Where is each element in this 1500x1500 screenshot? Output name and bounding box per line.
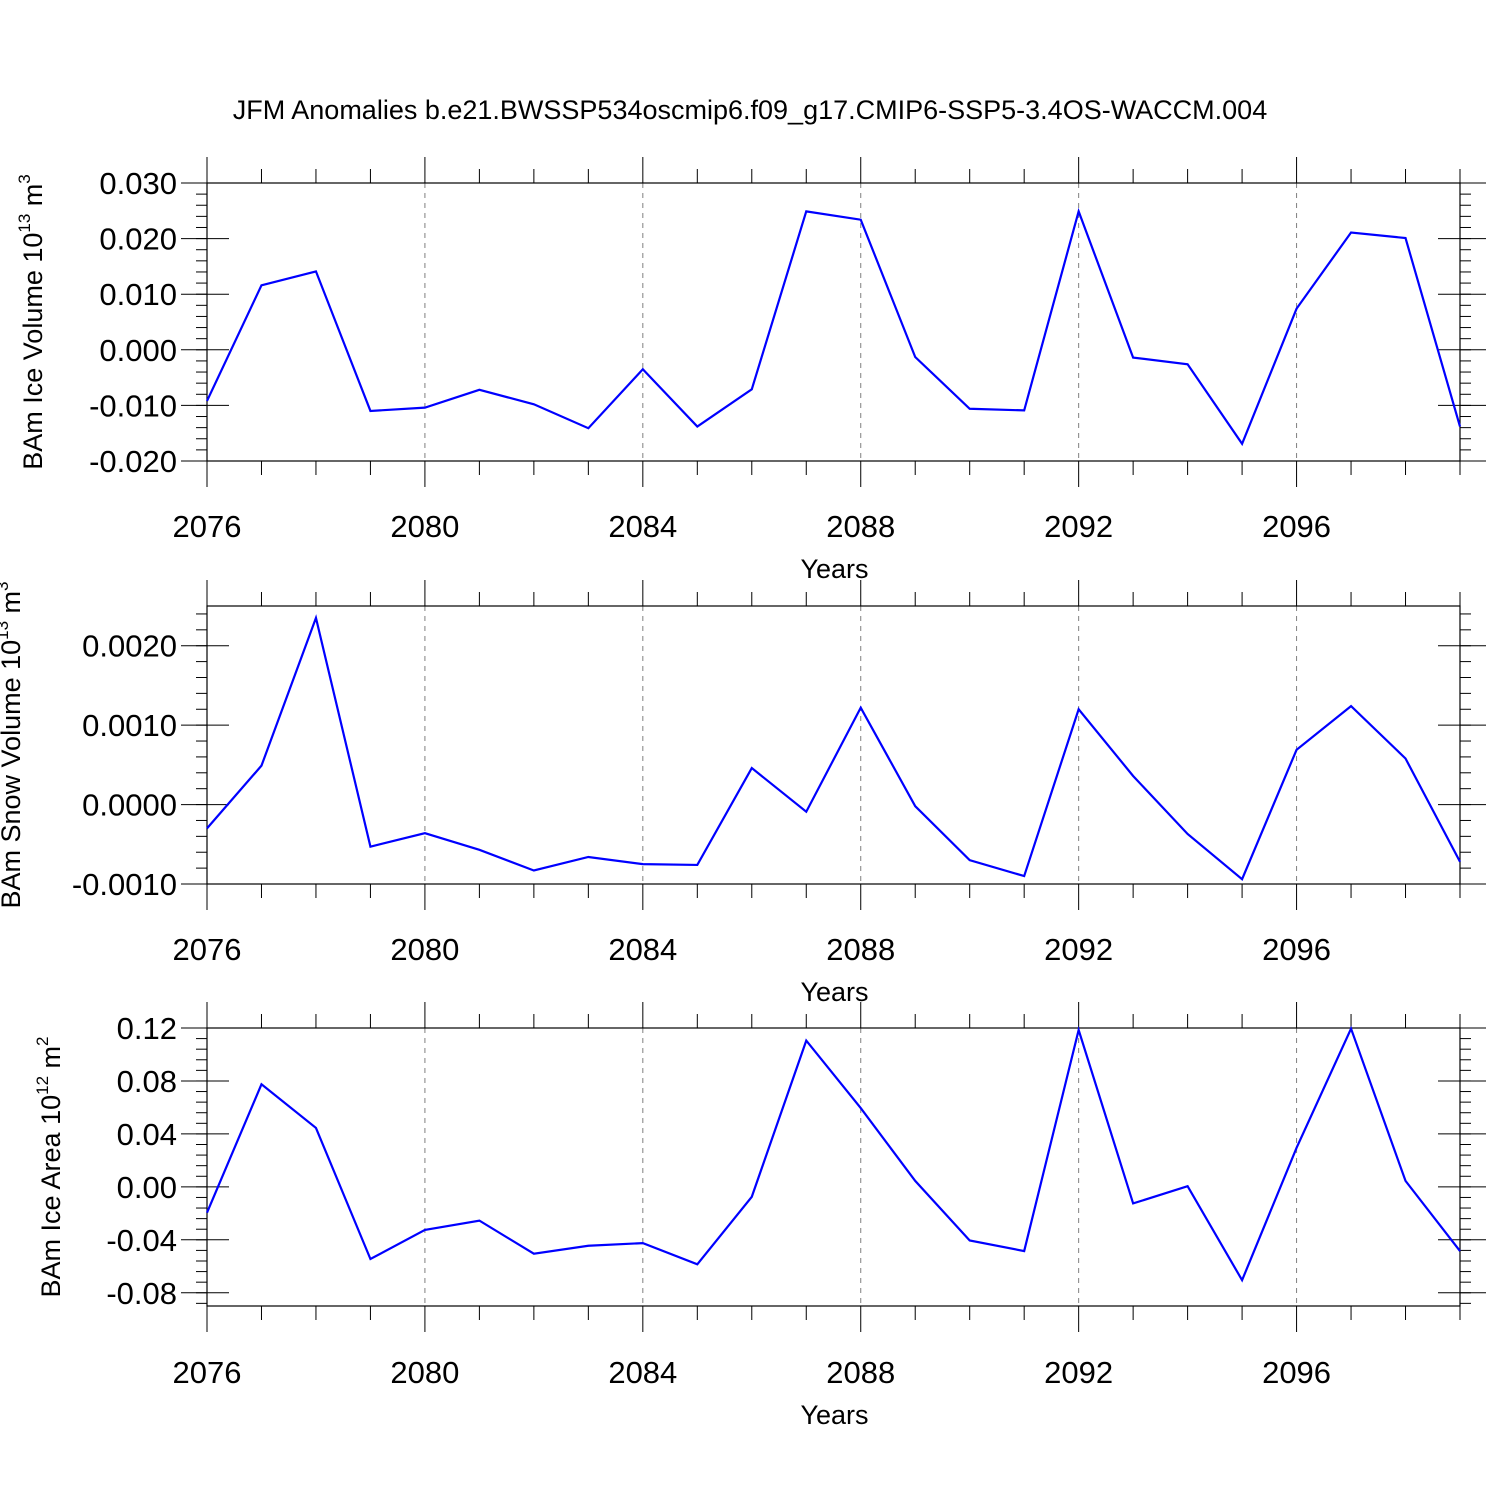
- y-tick-label: -0.04: [106, 1223, 177, 1258]
- x-tick-label: 2092: [1044, 932, 1113, 967]
- x-axis-label: Years: [800, 554, 868, 584]
- x-tick-label: 2084: [608, 509, 677, 544]
- y-tick-label: 0.12: [117, 1011, 177, 1046]
- plot-frame: [206, 605, 1461, 885]
- x-tick-label: 2092: [1044, 1355, 1113, 1390]
- x-tick-label: 2096: [1262, 932, 1331, 967]
- y-tick-label: 0.010: [99, 277, 177, 312]
- y-tick-label: -0.08: [106, 1276, 177, 1311]
- x-tick-label: 2088: [826, 509, 895, 544]
- x-tick-label: 2088: [826, 1355, 895, 1390]
- y-axis-label: BAm Snow Volume 1013 m3: [0, 581, 26, 908]
- y-tick-label: 0.000: [99, 333, 177, 368]
- x-tick-label: 2080: [390, 509, 459, 544]
- y-tick-label: 0.08: [117, 1064, 177, 1099]
- x-tick-label: 2084: [608, 932, 677, 967]
- plot-frame: [206, 182, 1461, 462]
- y-tick-label: -0.0010: [72, 867, 177, 902]
- y-tick-label: 0.0020: [82, 629, 177, 664]
- series-line: [206, 207, 1462, 447]
- panel-snow-volume: -0.0010 0.0000 0.0010 0.0020 2076 2080 2084 208…: [0, 580, 1486, 1007]
- x-tick-label: 2096: [1262, 509, 1331, 544]
- panel-ice-volume: -0.020 -0.010 0.000 0.010 0.020 0.030 2076 2080…: [15, 157, 1486, 584]
- y-tick-label: 0.0010: [82, 708, 177, 743]
- x-tick-label: 2088: [826, 932, 895, 967]
- y-axis-label: BAm Ice Volume 1013 m3: [15, 174, 48, 470]
- y-axis-label: BAm Ice Area 1012 m2: [33, 1037, 66, 1298]
- x-tick-label: 2092: [1044, 509, 1113, 544]
- x-tick-label: 2080: [390, 932, 459, 967]
- x-tick-label: 2080: [390, 1355, 459, 1390]
- panel-ice-area: -0.08 -0.04 0.00 0.04 0.08 0.12 2076 2080 2084 20…: [33, 1002, 1486, 1430]
- x-axis-label: Years: [800, 977, 868, 1007]
- series-line: [206, 614, 1461, 882]
- figure-title: JFM Anomalies b.e21.BWSSP534oscmip6.f09_…: [233, 95, 1267, 125]
- x-tick-label: 2084: [608, 1355, 677, 1390]
- y-tick-label: 0.04: [117, 1117, 177, 1152]
- x-axis-label: Years: [800, 1400, 868, 1430]
- y-tick-label: -0.020: [89, 444, 177, 479]
- plot-frame: [206, 1027, 1461, 1307]
- x-tick-label: 2096: [1262, 1355, 1331, 1390]
- x-tick-label: 2076: [173, 509, 242, 544]
- y-tick-label: 0.00: [117, 1170, 177, 1205]
- y-tick-label: 0.020: [99, 222, 177, 257]
- y-tick-label: 0.0000: [82, 788, 177, 823]
- x-tick-label: 2076: [173, 932, 242, 967]
- series-line: [205, 1025, 1461, 1283]
- y-tick-label: 0.030: [99, 166, 177, 201]
- y-tick-label: -0.010: [89, 388, 177, 423]
- x-tick-label: 2076: [173, 1355, 242, 1390]
